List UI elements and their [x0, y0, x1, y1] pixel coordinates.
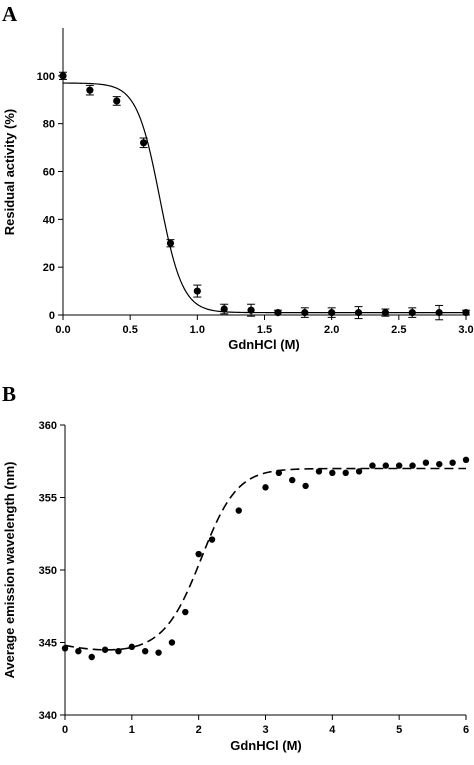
data-point: [369, 462, 376, 469]
panel-b-x-tick-label: 6: [463, 724, 469, 736]
data-point: [59, 72, 67, 80]
panel-b-x-label: GdnHCl (M): [230, 738, 301, 753]
panel-b-y-tick-label: 360: [39, 420, 57, 432]
data-point: [462, 309, 470, 317]
panel-b-y-tick-label: 345: [39, 638, 57, 650]
data-point: [166, 239, 175, 247]
data-point: [315, 468, 323, 475]
data-point: [355, 468, 363, 475]
panel-a-x-tick-label: 1.0: [190, 324, 205, 336]
data-point: [182, 608, 189, 616]
panel-b-x-tick-label: 2: [196, 724, 202, 736]
panel-a-y-label: Residual activity (%): [2, 109, 17, 235]
panel-b-y-label: Average emission wavelength (nm): [2, 462, 17, 679]
data-point: [275, 469, 283, 477]
data-point: [329, 469, 336, 477]
panel-a-error-bars: [59, 71, 470, 321]
data-point: [86, 86, 94, 94]
data-point: [435, 309, 443, 317]
data-point: [168, 639, 176, 646]
panel-a-x-label: GdnHCl (M): [228, 337, 299, 352]
panel-a-x-tick-label: 0.5: [123, 324, 138, 336]
panel-b-data-points: [61, 456, 470, 661]
data-point: [193, 287, 201, 295]
data-point: [328, 309, 336, 317]
panel-a-y-tick-label: 80: [43, 119, 55, 131]
panel-b-x-tick-label: 4: [329, 724, 336, 736]
panel-a-letter: A: [2, 2, 18, 26]
data-point: [395, 462, 403, 469]
data-point: [342, 469, 349, 477]
data-point: [409, 462, 416, 469]
panel-a-y-tick-label: 100: [37, 71, 55, 83]
data-point: [462, 456, 470, 463]
panel-a-x-tick-label: 2.0: [324, 324, 339, 336]
panel-b-y-tick-label: 340: [39, 710, 57, 722]
panel-b-x-tick-label: 1: [129, 724, 135, 736]
data-point: [101, 646, 109, 653]
data-point: [422, 459, 430, 466]
data-point: [408, 309, 416, 317]
panel-a-x-tick-label: 0.0: [55, 324, 70, 336]
data-point: [301, 309, 309, 317]
data-point: [195, 550, 202, 558]
panel-a-y-tick-label: 20: [43, 262, 55, 274]
data-point: [208, 536, 216, 543]
data-point: [436, 460, 443, 468]
data-point: [113, 97, 121, 105]
panel-a-x-tick-label: 1.5: [257, 324, 272, 336]
data-point: [302, 482, 309, 490]
data-point: [247, 306, 255, 314]
panel-a-ticks: 0.0 0.5 1.0 1.5 2.0 2.5 3.0 0 20 40 60 80 100: [37, 71, 474, 336]
data-point: [128, 643, 136, 651]
panel-a-data-points: [59, 72, 470, 317]
data-point: [220, 305, 228, 313]
data-point: [140, 139, 148, 147]
data-point: [61, 645, 69, 652]
data-point: [142, 648, 149, 655]
data-point: [289, 476, 296, 484]
data-point: [115, 648, 122, 655]
data-point: [354, 309, 363, 317]
panel-a-y-tick-label: 60: [43, 167, 55, 179]
panel-b-x-tick-label: 0: [62, 724, 68, 736]
panel-a-x-tick-label: 3.0: [458, 324, 473, 336]
data-point: [88, 653, 95, 661]
panel-b-x-tick-label: 3: [262, 724, 268, 736]
panel-b-x-tick-label: 5: [396, 724, 402, 736]
data-point: [274, 309, 282, 317]
panel-b-fit-curve: [64, 467, 466, 651]
panel-a-y-tick-label: 40: [43, 214, 55, 226]
data-point: [235, 507, 242, 514]
data-point: [75, 648, 82, 655]
panel-a-fit-curve: [63, 82, 466, 314]
panel-a: A 0.0 0.5 1.0 1.5 2.0 2.5 3.0 0 20 40 60 80 100 GdnH…: [2, 2, 474, 352]
panel-b-letter: B: [2, 382, 16, 406]
panel-a-y-tick-label: 0: [49, 310, 55, 322]
panel-b-y-tick-label: 355: [39, 493, 57, 505]
panel-a-x-tick-label: 2.5: [391, 324, 406, 336]
data-point: [382, 462, 389, 469]
data-point: [262, 484, 269, 491]
data-point: [449, 459, 456, 466]
panel-b-y-tick-label: 350: [39, 565, 57, 577]
data-point: [381, 309, 389, 317]
data-point: [155, 649, 162, 656]
